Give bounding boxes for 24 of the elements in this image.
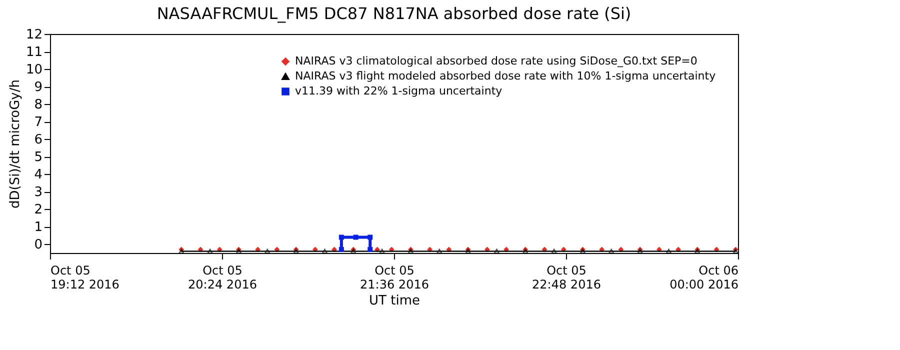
legend-label: NAIRAS v3 climatological absorbed dose rate using SiDose_G0.txt SEP=0	[295, 54, 698, 68]
y-tick-label: 5	[34, 150, 42, 166]
y-tick-label: 3	[34, 185, 42, 200]
x-tick-label: Oct 05 22:48 2016	[532, 264, 601, 292]
x-tick-label: Oct 05 21:36 2016	[360, 264, 429, 292]
y-tick-label: 8	[34, 98, 42, 113]
y-tick-label: 6	[34, 132, 42, 148]
x-tick-label: Oct 05 19:12 2016	[50, 264, 120, 292]
legend-label: NAIRAS v3 flight modeled absorbed dose rate with 10% 1-sigma uncertainty	[295, 70, 716, 82]
chart-title: NASAAFRCMUL_FM5 DC87 N817NA absorbed dose rate (Si)	[156, 4, 632, 23]
y-tick-label: 9	[34, 80, 42, 96]
y-axis-title: dD(Si)/dt microGy/h	[8, 80, 23, 208]
y-tick-label: 11	[26, 45, 42, 60]
x-axis-title: UT time	[369, 294, 420, 308]
y-tick-label: 12	[26, 28, 42, 42]
y-tick-label: 1	[34, 220, 42, 236]
legend-label: v11.39 with 22% 1-sigma uncertainty	[295, 84, 503, 98]
x-tick-label: Oct 06 00:00 2016	[670, 264, 738, 292]
y-tick-label: 10	[26, 62, 42, 78]
x-tick-label: Oct 05 20:24 2016	[188, 264, 257, 292]
y-tick-label: 4	[34, 168, 42, 183]
y-tick-label: 2	[34, 202, 42, 218]
y-tick-label: 7	[34, 115, 42, 130]
y-tick-label: 0	[34, 238, 42, 253]
